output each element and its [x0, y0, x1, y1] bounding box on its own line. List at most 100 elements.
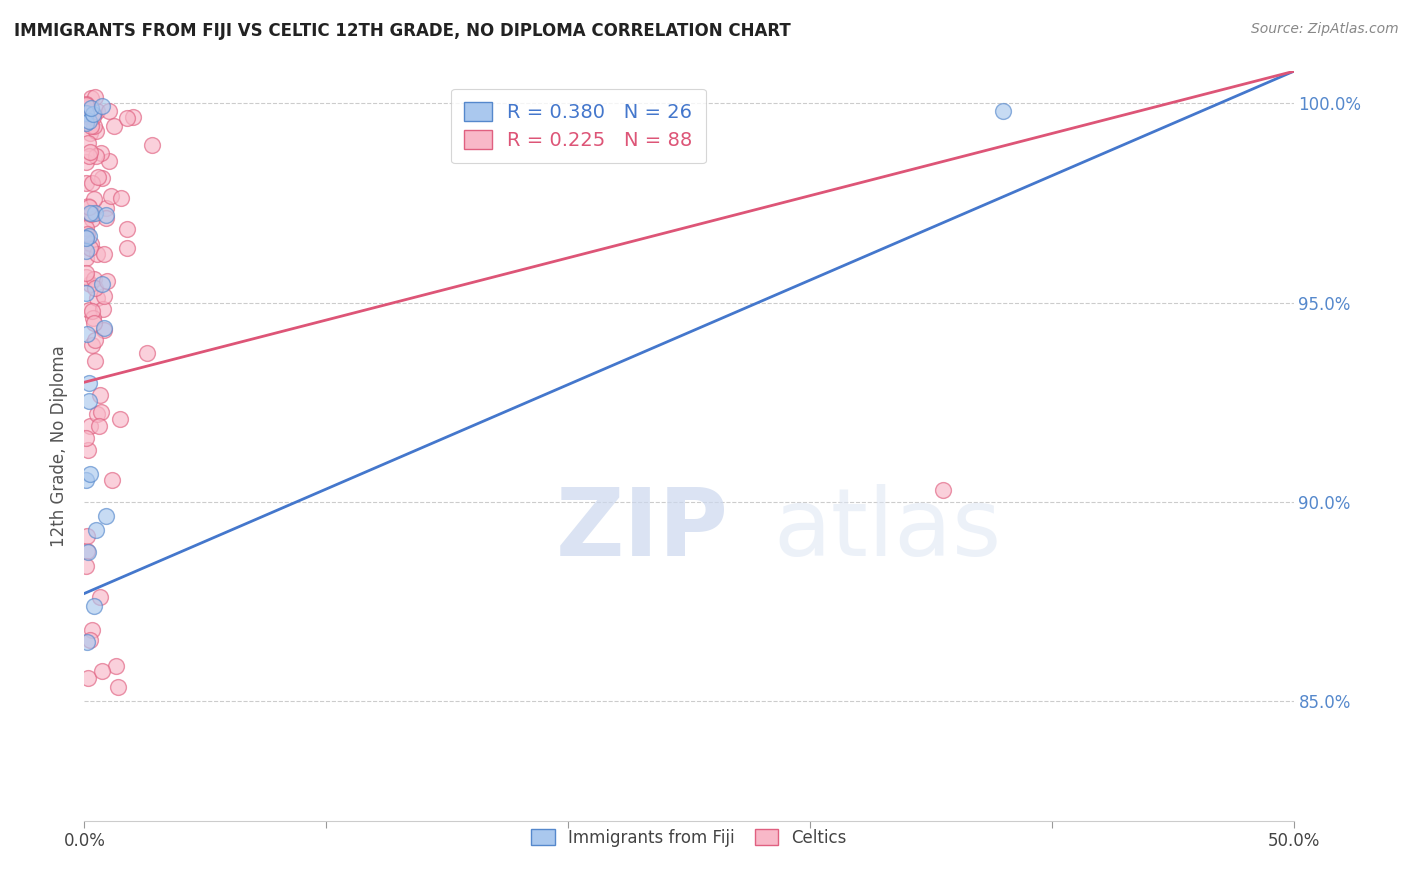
Point — [101, 473, 124, 487]
Point — [90, 171, 112, 186]
Point — [75, 100, 97, 114]
Point — [93, 323, 115, 337]
Text: Source: ZipAtlas.com: Source: ZipAtlas.com — [1251, 22, 1399, 37]
Point — [79, 90, 101, 104]
Point — [75, 98, 97, 112]
Point — [90, 277, 112, 292]
Point — [993, 104, 1015, 119]
Point — [75, 559, 97, 574]
Point — [83, 316, 105, 330]
Point — [77, 200, 100, 214]
Point — [82, 110, 104, 124]
Point — [96, 274, 118, 288]
Point — [75, 116, 97, 130]
Point — [76, 198, 98, 212]
Point — [76, 543, 98, 558]
Point — [77, 443, 100, 458]
Point — [117, 221, 139, 235]
Point — [87, 419, 110, 434]
Point — [84, 206, 107, 220]
Point — [141, 138, 163, 153]
Point — [100, 188, 122, 202]
Point — [79, 145, 101, 159]
Point — [98, 104, 121, 119]
Point — [90, 405, 112, 419]
Point — [75, 221, 97, 235]
Point — [76, 109, 98, 123]
Point — [115, 111, 138, 125]
Point — [122, 110, 145, 124]
Point — [97, 154, 120, 169]
Point — [84, 149, 107, 163]
Point — [76, 227, 98, 241]
Point — [108, 412, 131, 426]
Point — [103, 119, 125, 133]
Point — [76, 545, 98, 559]
Point — [86, 246, 108, 260]
Point — [79, 206, 101, 220]
Point — [79, 467, 101, 482]
Point — [80, 304, 103, 318]
Point — [93, 289, 115, 303]
Legend: Immigrants from Fiji, Celtics: Immigrants from Fiji, Celtics — [524, 822, 853, 854]
Point — [79, 419, 101, 434]
Point — [75, 98, 97, 112]
Y-axis label: 12th Grade, No Diploma: 12th Grade, No Diploma — [51, 345, 69, 547]
Point — [90, 99, 112, 113]
Point — [77, 394, 100, 409]
Point — [83, 272, 105, 286]
Point — [79, 229, 101, 244]
Point — [86, 104, 108, 119]
Point — [93, 321, 115, 335]
Point — [82, 108, 104, 122]
Point — [76, 634, 98, 648]
Point — [135, 346, 157, 360]
Point — [75, 251, 97, 265]
Point — [76, 326, 98, 341]
Point — [75, 176, 97, 190]
Point — [86, 407, 108, 421]
Point — [80, 623, 103, 637]
Point — [75, 285, 97, 300]
Point — [84, 354, 107, 368]
Point — [96, 211, 118, 225]
Point — [82, 310, 104, 325]
Point — [79, 237, 101, 252]
Point — [75, 96, 97, 111]
Point — [110, 191, 132, 205]
Point — [84, 90, 107, 104]
Text: IMMIGRANTS FROM FIJI VS CELTIC 12TH GRADE, NO DIPLOMA CORRELATION CHART: IMMIGRANTS FROM FIJI VS CELTIC 12TH GRAD… — [14, 22, 790, 40]
Point — [76, 529, 98, 543]
Point — [77, 149, 100, 163]
Point — [80, 207, 103, 221]
Text: ZIP: ZIP — [555, 483, 728, 575]
Point — [77, 136, 100, 150]
Point — [82, 107, 104, 121]
Point — [79, 241, 101, 255]
Point — [82, 176, 104, 190]
Point — [94, 201, 117, 215]
Point — [89, 388, 111, 402]
Point — [75, 155, 97, 169]
Point — [89, 591, 111, 605]
Point — [90, 664, 112, 678]
Point — [79, 632, 101, 647]
Point — [86, 124, 108, 138]
Point — [77, 303, 100, 318]
Point — [107, 680, 129, 694]
Point — [79, 114, 101, 128]
Point — [80, 338, 103, 352]
Point — [75, 228, 97, 243]
Point — [82, 211, 104, 226]
Point — [84, 523, 107, 537]
Point — [77, 671, 100, 685]
Text: atlas: atlas — [773, 483, 1002, 575]
Point — [77, 376, 100, 390]
Point — [91, 301, 114, 316]
Point — [83, 333, 105, 347]
Point — [75, 231, 97, 245]
Point — [83, 599, 105, 613]
Point — [75, 270, 97, 285]
Point — [83, 192, 105, 206]
Point — [90, 145, 112, 160]
